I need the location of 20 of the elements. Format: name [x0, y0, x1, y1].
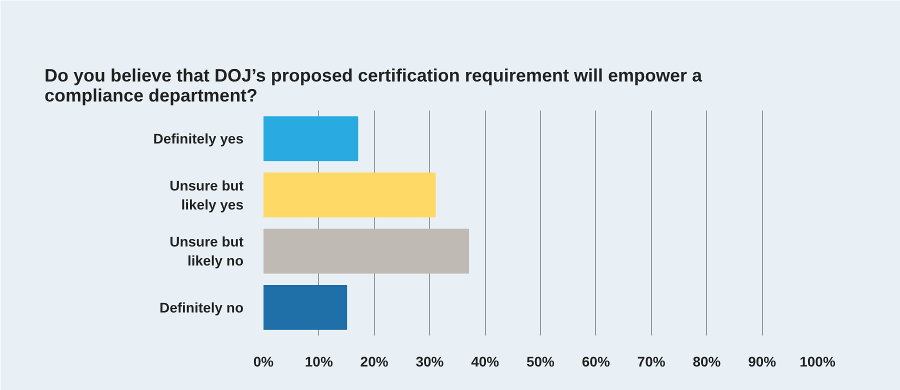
x-tick-label: 20% [360, 354, 389, 370]
bar [264, 284, 348, 330]
x-tick-label: 10% [304, 354, 334, 370]
y-tick-label: Unsure but likely yes [170, 177, 244, 212]
x-tick-label: 30% [416, 354, 444, 370]
x-tick-label: 90% [748, 354, 777, 370]
y-tick-label: Definitely yes [153, 130, 244, 147]
y-tick-label: Unsure but likely no [170, 234, 244, 269]
bar [264, 172, 436, 218]
x-tick-label: 60% [582, 354, 610, 370]
bar [264, 116, 358, 162]
x-tick-label: 70% [637, 354, 666, 370]
x-tick-label: 100% [800, 354, 836, 370]
chart-title: Do you believe that DOJ’s proposed certification requirement will empower a compliance department? [44, 66, 703, 106]
x-tick-label: 0% [253, 354, 274, 370]
x-tick-label: 80% [692, 354, 722, 370]
bar [264, 228, 469, 274]
x-tick-label: 50% [526, 354, 556, 370]
y-tick-label: Definitely no [159, 299, 244, 316]
x-tick-label: 40% [471, 354, 500, 370]
